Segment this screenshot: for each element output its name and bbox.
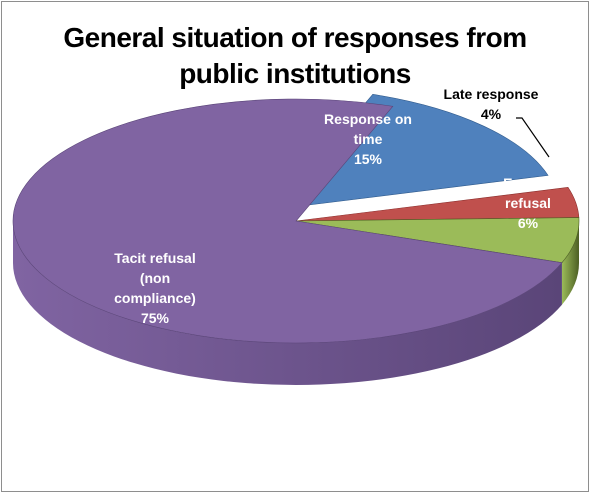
slice-label-line: refusal (505, 195, 551, 211)
chart-title-line-1: General situation of responses from (63, 22, 527, 53)
slice-label-line: 6% (518, 215, 539, 231)
slice-label-line: Late response (444, 86, 539, 102)
chart-title-line-2: public institutions (179, 58, 411, 89)
pie-slice-1 (275, 94, 549, 210)
slice-label-line: (non (140, 270, 170, 286)
pie-slice-side (13, 221, 562, 386)
pie-slice-side (561, 221, 579, 305)
slice-label-1: Response on time 15% (324, 111, 412, 167)
slice-label-2: Late response 4% (444, 86, 539, 122)
pie-slice-4 (12, 98, 563, 344)
slice-label-line: 15% (354, 151, 383, 167)
slice-label-line: 4% (481, 106, 502, 122)
slice-label-line: Response on (324, 111, 412, 127)
slice-label-4: Tacit refusal (non compliance) 75% (114, 250, 196, 326)
slice-label-line: 75% (141, 310, 170, 326)
slice-label-line: Tacit refusal (114, 250, 195, 266)
slice-label-line: Explicit (503, 175, 553, 191)
leader-line (516, 117, 550, 158)
slice-label-line: compliance) (114, 290, 196, 306)
chart-title: General situation of responses from publ… (2, 20, 588, 92)
slice-label-3: Explicit refusal 6% (503, 175, 553, 231)
slice-label-line: time (354, 131, 383, 147)
